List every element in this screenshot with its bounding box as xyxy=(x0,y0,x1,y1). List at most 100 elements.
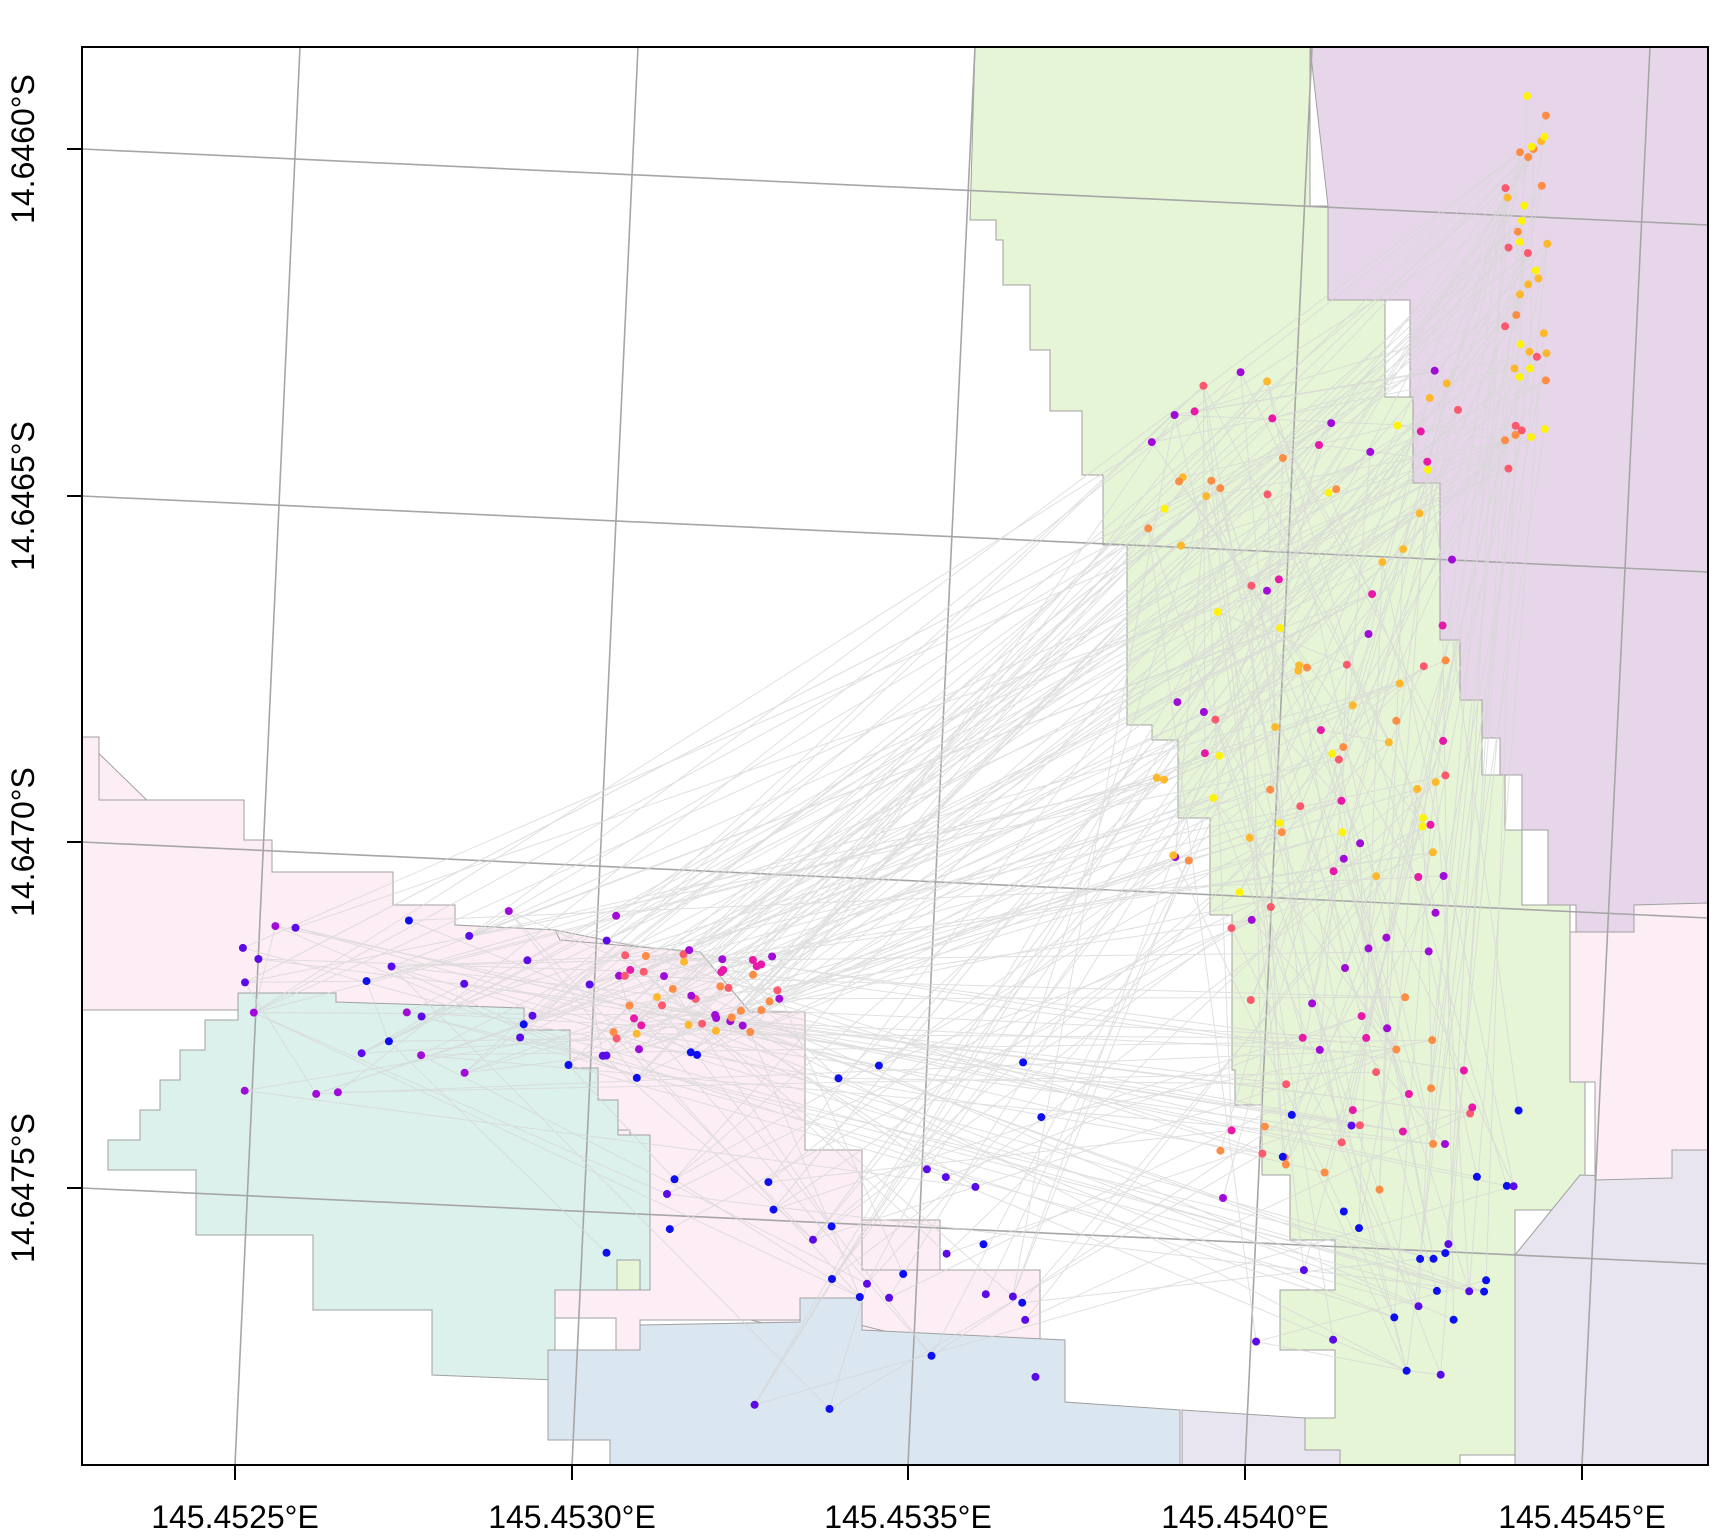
track-line xyxy=(421,779,1165,1017)
location-point xyxy=(1504,464,1513,473)
track-line xyxy=(730,1020,1320,1051)
track-line xyxy=(661,1004,1478,1178)
track-line xyxy=(391,956,773,967)
location-point xyxy=(417,1051,426,1060)
location-point xyxy=(1299,1266,1308,1275)
track-line xyxy=(1291,1114,1408,1372)
meridian-line xyxy=(234,47,301,1465)
location-point xyxy=(1442,379,1451,388)
location-point xyxy=(1213,607,1222,616)
meridian-line xyxy=(1244,47,1313,1465)
location-point xyxy=(971,1182,980,1191)
location-point xyxy=(1501,322,1510,331)
track-line xyxy=(878,325,1506,1066)
track-line xyxy=(1319,451,1371,1050)
location-point xyxy=(312,1089,321,1098)
location-point xyxy=(1332,485,1341,494)
location-point xyxy=(1152,773,1161,782)
location-point xyxy=(1419,813,1427,822)
location-point xyxy=(1537,181,1546,190)
location-point xyxy=(1509,1182,1518,1191)
track-line xyxy=(696,664,1300,1056)
track-line xyxy=(629,969,932,1357)
location-point xyxy=(1263,490,1272,499)
location-point xyxy=(602,1051,611,1060)
track-line xyxy=(1328,492,1446,776)
track-line xyxy=(1430,368,1531,1089)
track-line xyxy=(316,1049,1397,1095)
location-point xyxy=(1390,1313,1399,1322)
track-line xyxy=(985,146,1533,1295)
location-point xyxy=(404,916,413,925)
x-axis: 145.4525°E 145.4530°E 145.4535°E 145.4540°E… xyxy=(151,1465,1666,1535)
location-point xyxy=(653,993,661,1002)
region-teal xyxy=(107,992,651,1381)
location-point xyxy=(1541,376,1550,385)
location-point xyxy=(1216,1146,1225,1155)
track-line xyxy=(666,858,1345,1195)
track-line xyxy=(464,746,1344,1074)
location-point xyxy=(1282,1080,1291,1089)
location-point xyxy=(738,1021,747,1030)
location-point xyxy=(1539,329,1548,338)
track-line xyxy=(888,1049,1397,1299)
track-line xyxy=(1217,611,1334,1340)
track-line xyxy=(1022,919,1252,1063)
track-line xyxy=(420,1054,868,1285)
track-line xyxy=(1395,720,1436,913)
location-point xyxy=(528,1011,537,1020)
location-point xyxy=(585,980,594,989)
location-point xyxy=(1465,1287,1474,1296)
track-line xyxy=(625,774,1446,956)
location-point xyxy=(1517,216,1526,225)
track-line xyxy=(1440,468,1509,1375)
location-point xyxy=(1441,1249,1450,1258)
track-line xyxy=(1270,906,1284,1157)
track-line xyxy=(606,439,1506,942)
track-line xyxy=(812,284,1529,1240)
location-point xyxy=(1424,465,1432,474)
location-point xyxy=(637,1021,646,1030)
location-point xyxy=(602,1248,611,1257)
location-point xyxy=(1031,1372,1040,1381)
location-point xyxy=(1328,749,1337,758)
location-point xyxy=(687,991,696,1000)
track-line xyxy=(761,1009,1342,1143)
track-line xyxy=(1213,797,1442,1375)
location-point xyxy=(626,965,635,974)
track-line xyxy=(730,753,1333,1022)
location-point xyxy=(679,950,688,959)
track-line xyxy=(683,409,1459,955)
location-point xyxy=(1236,368,1245,377)
location-point xyxy=(1454,405,1462,414)
track-line xyxy=(1520,205,1525,345)
track-line xyxy=(568,1064,1419,1307)
location-point xyxy=(736,1006,745,1015)
track-line xyxy=(723,659,1446,971)
location-point xyxy=(1401,993,1410,1002)
location-point xyxy=(1227,1126,1236,1135)
location-point xyxy=(1511,430,1520,439)
location-point xyxy=(357,1049,366,1058)
track-line xyxy=(568,1064,675,1180)
location-point xyxy=(1364,630,1373,638)
track-line xyxy=(1202,385,1283,833)
location-point xyxy=(1516,148,1524,157)
location-point xyxy=(899,1270,908,1278)
track-line xyxy=(636,1033,1434,1145)
track-line xyxy=(723,512,1420,971)
location-point xyxy=(1404,1090,1413,1098)
location-point xyxy=(1439,736,1448,745)
location-point xyxy=(635,1045,643,1054)
track-line xyxy=(829,1153,1263,1410)
track-line xyxy=(1251,294,1521,921)
location-point xyxy=(825,1404,834,1413)
location-point xyxy=(1177,541,1185,550)
track-line xyxy=(629,1005,1287,1085)
track-line xyxy=(1435,782,1470,1292)
track-line xyxy=(702,1023,1403,1132)
location-point xyxy=(855,1293,864,1301)
track-line xyxy=(723,969,1320,1051)
track-line xyxy=(690,241,1521,1053)
location-point xyxy=(1416,1254,1425,1263)
